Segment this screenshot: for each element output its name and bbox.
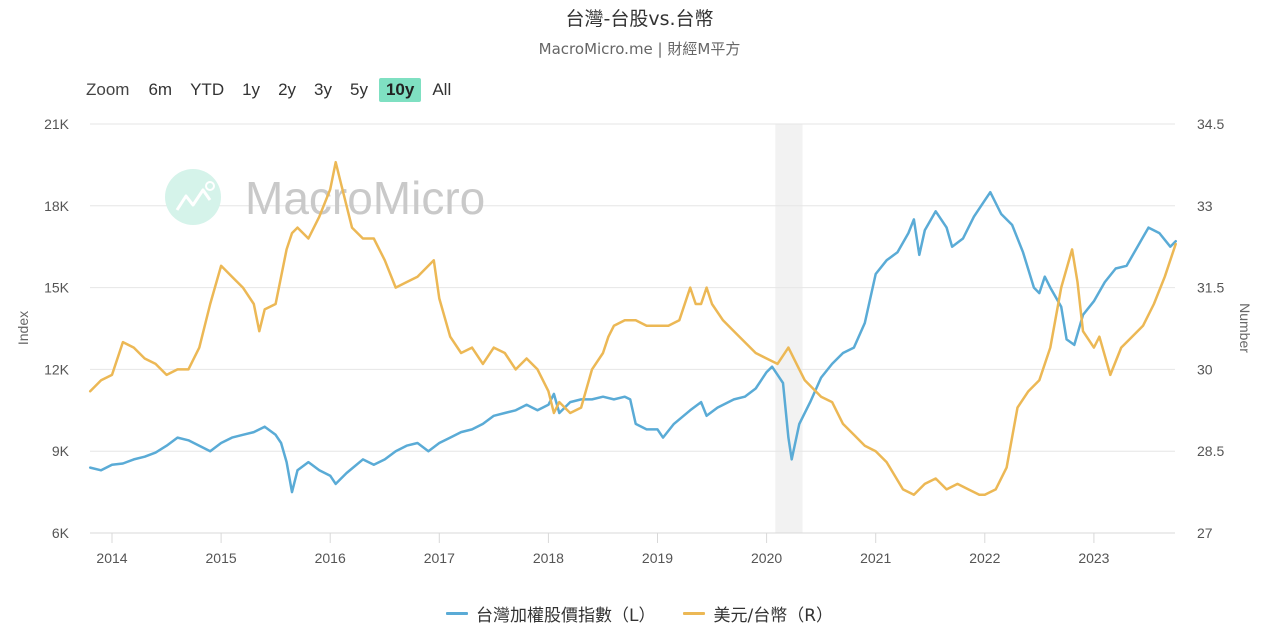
legend-item-usdtwd[interactable]: 美元/台幣（R） (683, 601, 833, 626)
chart-subtitle: MacroMicro.me | 財經M平方 (538, 40, 741, 58)
svg-text:2020: 2020 (751, 550, 782, 566)
range-selector: Zoom 6m YTD 1y 2y 3y 5y 10y All (86, 77, 462, 103)
range-button-6m[interactable]: 6m (148, 80, 173, 99)
chart-title: 台灣-台股vs.台幣 (565, 8, 714, 30)
range-button-1y[interactable]: 1y (242, 80, 261, 99)
zoom-label: Zoom (86, 80, 130, 99)
svg-text:30: 30 (1197, 361, 1213, 377)
svg-text:2021: 2021 (860, 550, 891, 566)
svg-text:2016: 2016 (315, 550, 346, 566)
shaded-recession-band (775, 124, 803, 533)
svg-text:2023: 2023 (1078, 550, 1109, 566)
left-axis-title: Index (15, 311, 31, 345)
right-y-axis: 27 28.5 30 31.5 33 34.5 (1197, 116, 1224, 541)
svg-text:2015: 2015 (206, 550, 237, 566)
svg-text:6K: 6K (52, 525, 70, 541)
x-axis: 2014 2015 2016 2017 2018 2019 2020 2021 2022 2023 (90, 532, 1175, 566)
range-button-all[interactable]: All (432, 80, 452, 99)
svg-text:21K: 21K (44, 116, 70, 132)
series-line (88, 160, 1177, 497)
legend-swatch-orange-icon (683, 612, 706, 615)
range-button-2y[interactable]: 2y (278, 80, 297, 99)
svg-text:MacroMicro: MacroMicro (245, 172, 485, 224)
legend-label-taiex: 台灣加權股價指數（L） (475, 606, 656, 626)
svg-text:9K: 9K (52, 443, 70, 459)
range-button-3y[interactable]: 3y (314, 80, 332, 99)
svg-text:28.5: 28.5 (1197, 443, 1224, 459)
right-axis-title: Number (1237, 303, 1253, 353)
svg-text:31.5: 31.5 (1197, 280, 1224, 296)
svg-text:2014: 2014 (96, 550, 127, 566)
svg-text:12K: 12K (44, 361, 70, 377)
range-button-5y[interactable]: 5y (350, 80, 368, 99)
legend-swatch-blue-icon (445, 612, 468, 615)
svg-text:15K: 15K (44, 280, 70, 296)
range-button-ytd[interactable]: YTD (190, 80, 225, 99)
legend: 台灣加權股價指數（L） 美元/台幣（R） (0, 601, 1279, 626)
svg-text:2019: 2019 (642, 550, 673, 566)
series-lines (88, 160, 1177, 497)
legend-item-taiex[interactable]: 台灣加權股價指數（L） (445, 601, 656, 626)
legend-label-usdtwd: 美元/台幣（R） (713, 606, 834, 626)
left-y-axis: 6K 9K 12K 15K 18K 21K (44, 116, 70, 541)
svg-text:18K: 18K (44, 198, 70, 214)
series-line (88, 190, 1177, 494)
svg-text:2018: 2018 (533, 550, 564, 566)
svg-text:2017: 2017 (424, 550, 455, 566)
svg-text:27: 27 (1197, 525, 1213, 541)
watermark-logo: MacroMicro (165, 169, 485, 225)
svg-text:33: 33 (1197, 198, 1213, 214)
svg-text:2022: 2022 (969, 550, 1000, 566)
range-button-10y[interactable]: 10y (378, 78, 422, 102)
svg-text:34.5: 34.5 (1197, 116, 1224, 132)
